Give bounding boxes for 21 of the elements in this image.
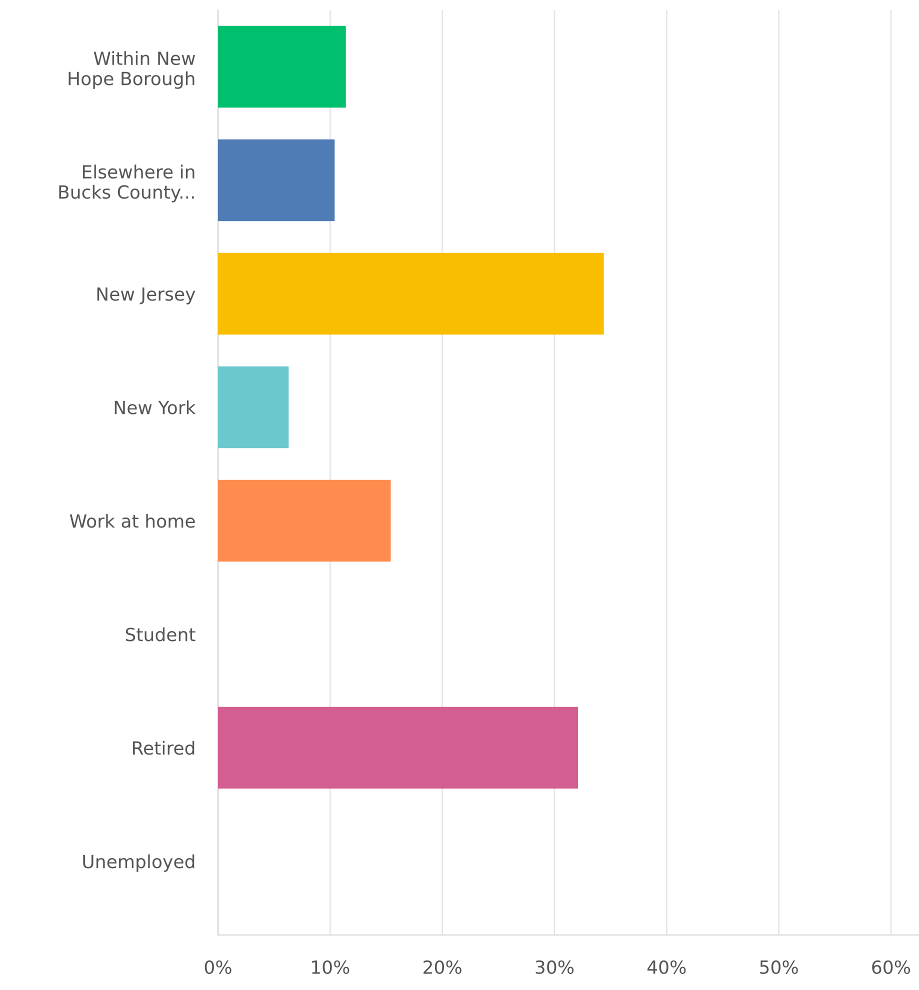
y-tick-label: Unemployed [83,854,194,872]
y-tick-label: Student [126,627,196,642]
y-tick-label: Elsewhere in Bucks County... [59,164,194,202]
y-tick-label: New Jersey [97,287,196,304]
y-tick-label: Within New Hope Borough [68,51,196,89]
y-tick-label: New York [114,400,196,414]
bar [218,26,346,108]
bar [218,252,604,335]
bar [218,139,335,222]
x-tick-label: 30% [536,960,574,974]
x-tick-label: 20% [424,960,462,974]
y-tick-label: Work at home [70,514,195,528]
bar [218,480,391,562]
x-tick-label: 0% [204,960,232,974]
bar [218,366,289,448]
bar [218,706,578,789]
x-tick-label: 50% [760,960,798,974]
x-tick-label: 40% [647,960,686,974]
x-tick-label: 10% [312,960,350,974]
x-tick-label: 60% [872,960,910,974]
y-tick-label: Retired [133,740,194,755]
